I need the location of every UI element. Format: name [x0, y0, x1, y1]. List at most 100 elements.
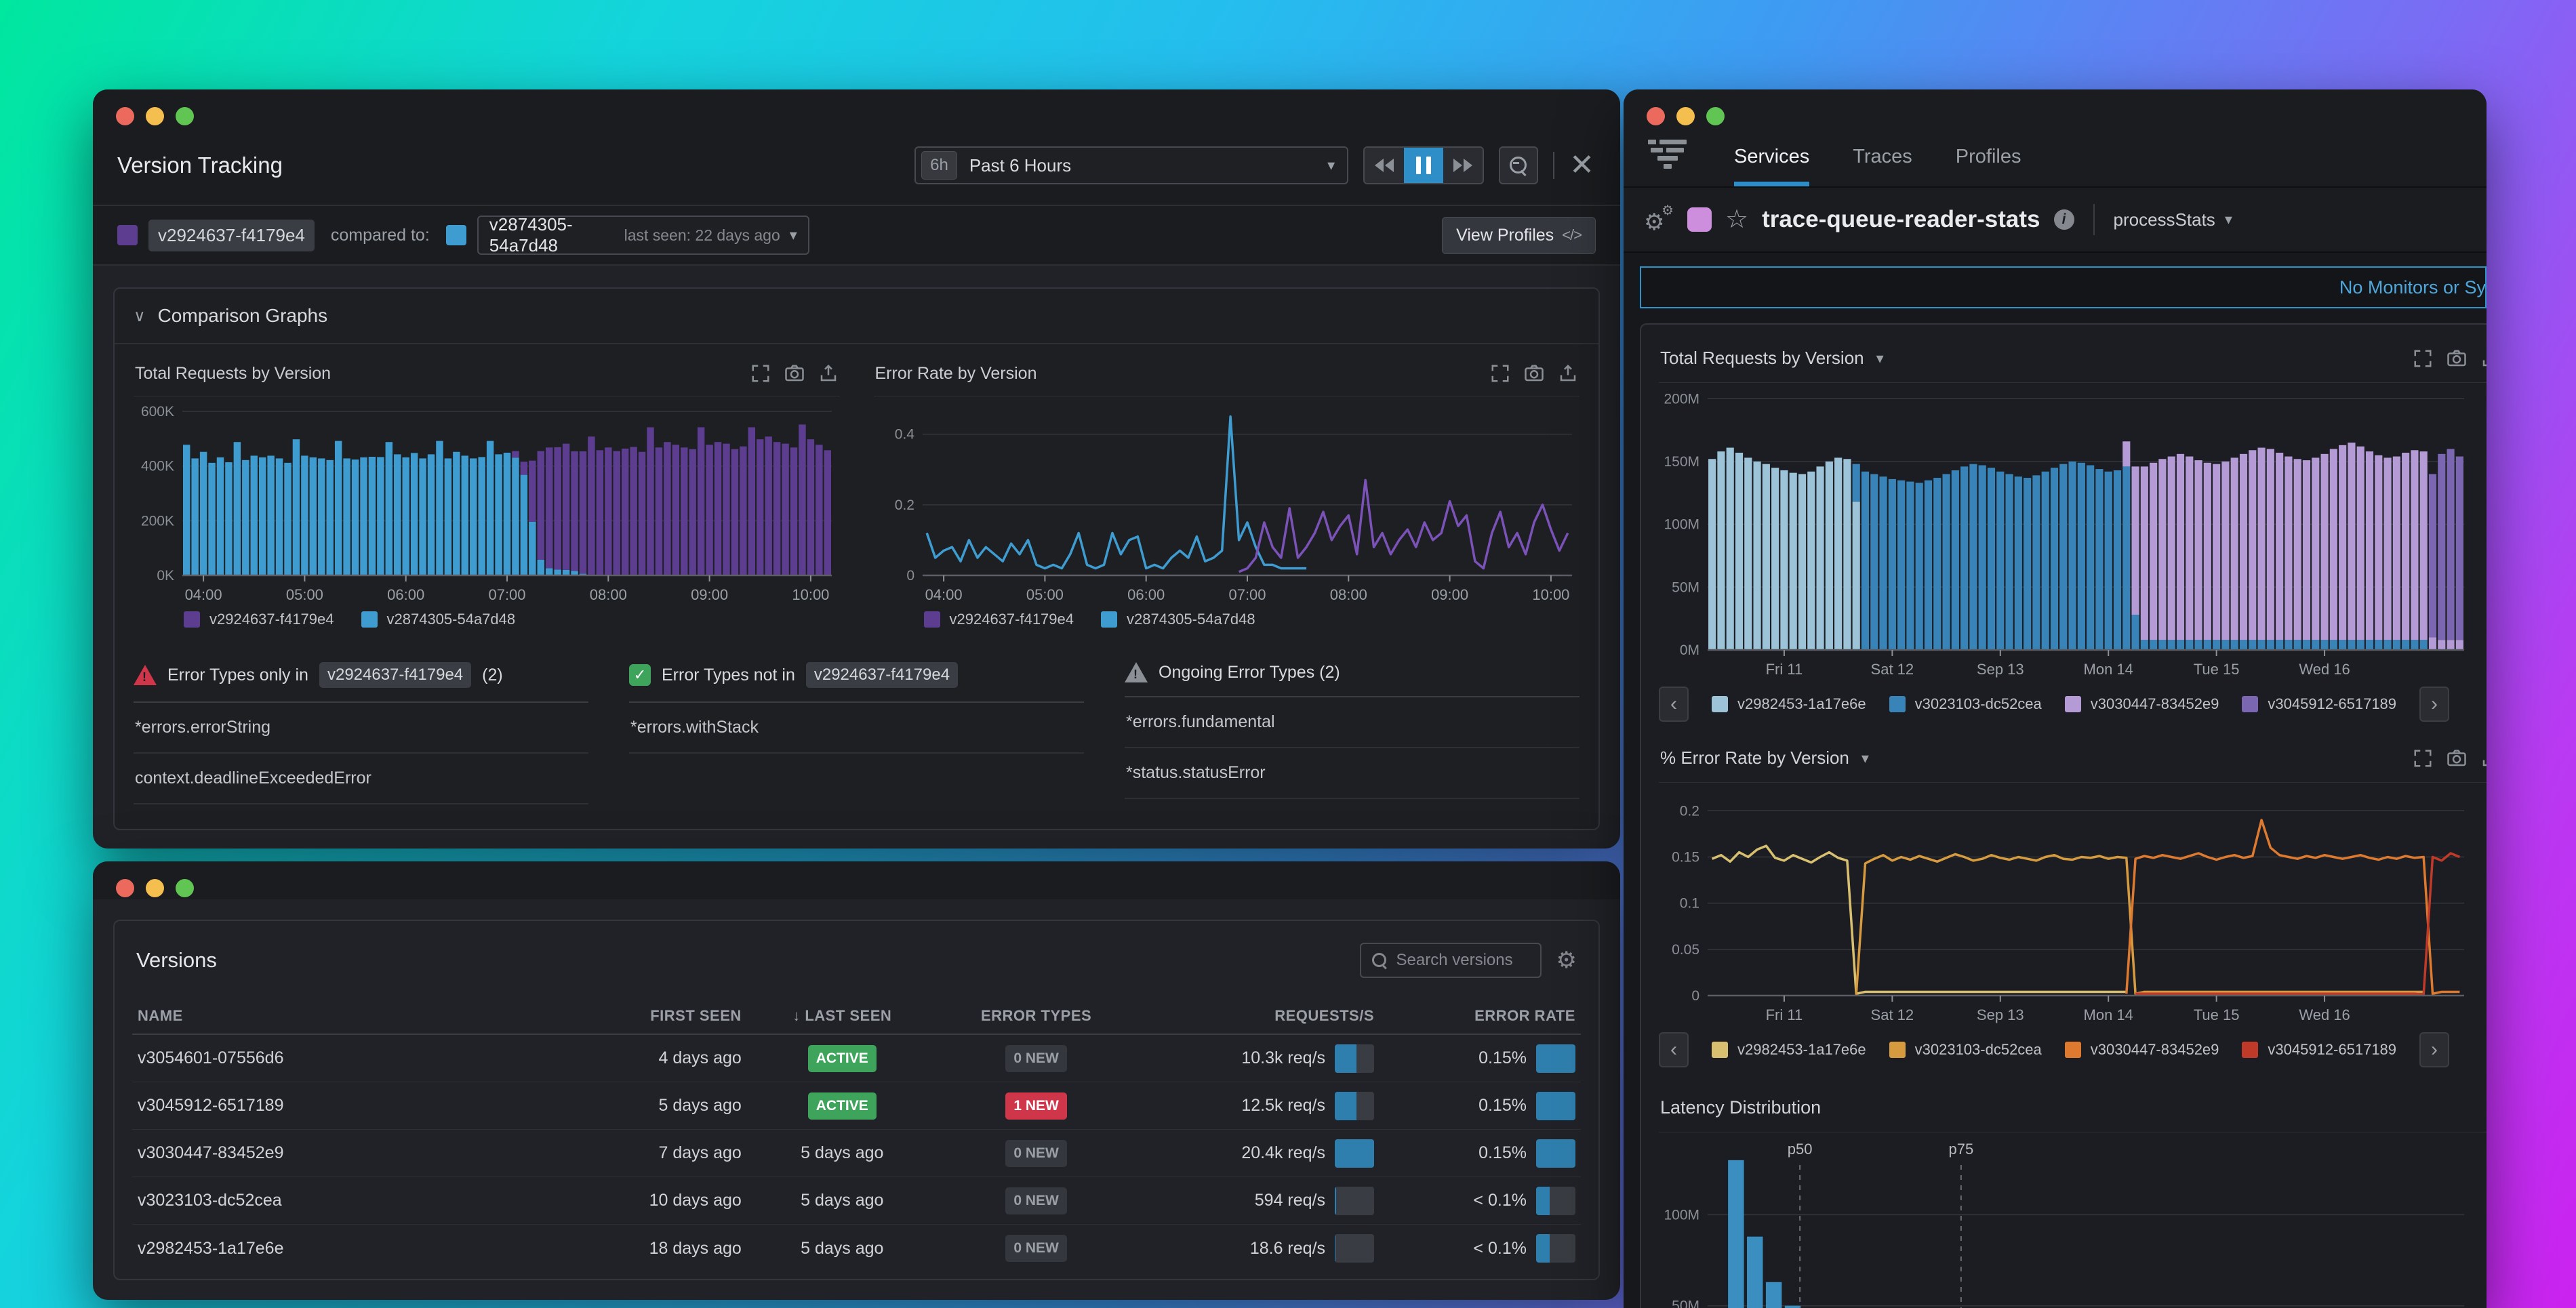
tab-traces[interactable]: Traces	[1853, 146, 1912, 167]
close-icon[interactable]: ✕	[1569, 148, 1594, 182]
minimize-traffic-light[interactable]	[1676, 107, 1695, 125]
legend-label: v2874305-54a7d48	[1127, 611, 1255, 628]
monitors-banner[interactable]: No Monitors or Syn	[1640, 266, 2487, 308]
comparison-graphs-header[interactable]: ∨ Comparison Graphs	[115, 289, 1598, 344]
svg-text:200M: 200M	[1664, 391, 1699, 407]
tab-profiles[interactable]: Profiles	[1955, 146, 2021, 167]
chevron-down-icon[interactable]: ▾	[1861, 749, 1869, 767]
export-icon[interactable]	[2480, 748, 2487, 769]
search-box[interactable]	[1359, 943, 1542, 978]
camera-icon[interactable]	[784, 363, 805, 384]
close-traffic-light[interactable]	[116, 879, 134, 897]
chart-title: Total Requests by Version	[1660, 348, 1864, 368]
svg-text:09:00: 09:00	[691, 586, 728, 603]
export-icon[interactable]	[818, 363, 839, 384]
error-type-item: *errors.errorString	[134, 703, 588, 754]
view-profiles-label: View Profiles	[1456, 225, 1554, 245]
legend-item[interactable]: v2924637-f4179e4	[184, 611, 334, 628]
export-icon[interactable]	[2480, 348, 2487, 369]
total-requests-chart[interactable]: 0K 200K 400K 600K 04:00 05:00 06:00 07:00 08:00 0…	[134, 396, 840, 607]
settings-gears-icon[interactable]: ⚙ ⚙	[1644, 203, 1674, 235]
svg-text:50M: 50M	[1672, 579, 1699, 595]
first-seen: 7 days ago	[658, 1143, 742, 1162]
maximize-traffic-light[interactable]	[176, 879, 194, 897]
table-row[interactable]: v3045912-6517189 5 days ago ACTIVE 1 NEW 12.…	[132, 1082, 1581, 1130]
zoom-out-button[interactable]	[1499, 146, 1539, 184]
close-traffic-light[interactable]	[116, 107, 134, 125]
legend-item[interactable]: v2874305-54a7d48	[1101, 611, 1255, 628]
legend-item[interactable]: v3030447-83452e9	[2064, 1041, 2219, 1059]
maximize-traffic-light[interactable]	[1706, 107, 1725, 125]
legend-item[interactable]: v3023103-dc52cea	[1889, 695, 2042, 713]
export-icon[interactable]	[1558, 363, 1578, 384]
fast-forward-button[interactable]	[1443, 148, 1483, 183]
process-stats-dropdown[interactable]: processStats ▾	[2114, 209, 2232, 230]
camera-icon[interactable]	[2447, 348, 2467, 369]
service-total-requests-chart[interactable]: 0M 50M 100M 150M 200M Fri 11 Sat 12 Sep 13 Mon 1…	[1659, 383, 2472, 681]
expand-icon[interactable]	[2413, 348, 2433, 369]
column-header[interactable]: ERROR TYPES	[980, 1007, 1092, 1024]
svg-text:07:00: 07:00	[1228, 586, 1266, 603]
legend-prev-button[interactable]: ‹	[1659, 687, 1689, 722]
expand-icon[interactable]	[1490, 363, 1510, 384]
legend-item[interactable]: v3045912-6517189	[2242, 695, 2396, 713]
column-header[interactable]: ERROR RATE	[1474, 1007, 1575, 1024]
svg-text:50M: 50M	[1672, 1299, 1699, 1308]
collapse-icon[interactable]: ∨	[134, 306, 146, 325]
version-name: v3030447-83452e9	[138, 1143, 284, 1162]
legend-item[interactable]: v3023103-dc52cea	[1889, 1041, 2042, 1059]
table-row[interactable]: v3023103-dc52cea 10 days ago 5 days ago 0 N…	[132, 1177, 1581, 1225]
legend-next-button[interactable]: ›	[2419, 1032, 2450, 1067]
version-name: v3023103-dc52cea	[138, 1191, 282, 1210]
camera-icon[interactable]	[2447, 748, 2467, 769]
service-error-rate-chart[interactable]: 0 0.05 0.1 0.15 0.2 Fri 11 Sat 12 Sep 13 Mon 14 T…	[1659, 783, 2472, 1027]
camera-icon[interactable]	[1524, 363, 1544, 384]
view-profiles-button[interactable]: View Profiles </>	[1442, 216, 1596, 254]
first-seen: 5 days ago	[658, 1096, 742, 1115]
column-header[interactable]: ↓ LAST SEEN	[792, 1007, 892, 1024]
legend-item[interactable]: v3030447-83452e9	[2064, 695, 2219, 713]
legend-swatch	[2242, 1042, 2259, 1058]
info-icon[interactable]: i	[2053, 209, 2074, 230]
star-icon[interactable]: ☆	[1725, 205, 1749, 234]
column-header[interactable]: REQUESTS/S	[1274, 1007, 1375, 1024]
minimize-traffic-light[interactable]	[146, 879, 164, 897]
latency-distribution-chart[interactable]: 50M 100M p50 p75	[1659, 1132, 2472, 1308]
chart-actions	[2413, 748, 2487, 769]
expand-icon[interactable]	[750, 363, 771, 384]
close-traffic-light[interactable]	[1647, 107, 1665, 125]
time-range-shortcut[interactable]: 6h	[921, 151, 957, 180]
legend-item[interactable]: v2982453-1a17e6e	[1712, 1041, 1866, 1059]
maximize-traffic-light[interactable]	[176, 107, 194, 125]
table-row[interactable]: v3054601-07556d6 4 days ago ACTIVE 0 NEW 10.…	[132, 1035, 1581, 1082]
primary-version-chip[interactable]: v2924637-f4179e4	[148, 219, 315, 251]
expand-icon[interactable]	[2413, 748, 2433, 769]
time-range-picker[interactable]: 6h Past 6 Hours ▾	[914, 146, 1349, 184]
legend-item[interactable]: v2924637-f4179e4	[923, 611, 1074, 628]
legend-prev-button[interactable]: ‹	[1659, 1032, 1689, 1067]
svg-text:p75: p75	[1949, 1141, 1974, 1158]
column-header[interactable]: FIRST SEEN	[650, 1007, 742, 1024]
legend-item[interactable]: v3045912-6517189	[2242, 1041, 2396, 1059]
column-header[interactable]: NAME	[138, 1007, 183, 1024]
legend-item[interactable]: v2874305-54a7d48	[361, 611, 515, 628]
tab-services[interactable]: Services	[1734, 146, 1810, 186]
rewind-button[interactable]	[1365, 148, 1405, 183]
legend-swatch	[2064, 1042, 2081, 1058]
legend-next-button[interactable]: ›	[2419, 687, 2450, 722]
svg-text:08:00: 08:00	[1329, 586, 1367, 603]
svg-text:Fri 11: Fri 11	[1766, 1006, 1803, 1023]
table-row[interactable]: v3030447-83452e9 7 days ago 5 days ago 0 NE…	[132, 1130, 1581, 1177]
gear-icon[interactable]: ⚙	[1556, 947, 1577, 973]
table-row[interactable]: v2982453-1a17e6e 18 days ago 5 days ago 0 N…	[132, 1225, 1581, 1272]
flame-graph-icon[interactable]	[1648, 140, 1687, 169]
legend-item[interactable]: v2982453-1a17e6e	[1712, 695, 1866, 713]
error-rate-chart[interactable]: 0 0.2 0.4 04:00 05:00 06:00 07:00 08:00 09:00 10:…	[874, 396, 1580, 607]
chart-title: Error Rate by Version	[874, 363, 1037, 383]
pause-button[interactable]	[1404, 148, 1444, 183]
chevron-down-icon[interactable]: ▾	[1876, 349, 1884, 367]
search-input[interactable]	[1396, 951, 1529, 970]
error-types-only-in-column: Error Types only in v2924637-f4179e4 (2)…	[134, 662, 588, 804]
secondary-version-select[interactable]: v2874305-54a7d48 last seen: 22 days ago …	[477, 214, 809, 256]
minimize-traffic-light[interactable]	[146, 107, 164, 125]
